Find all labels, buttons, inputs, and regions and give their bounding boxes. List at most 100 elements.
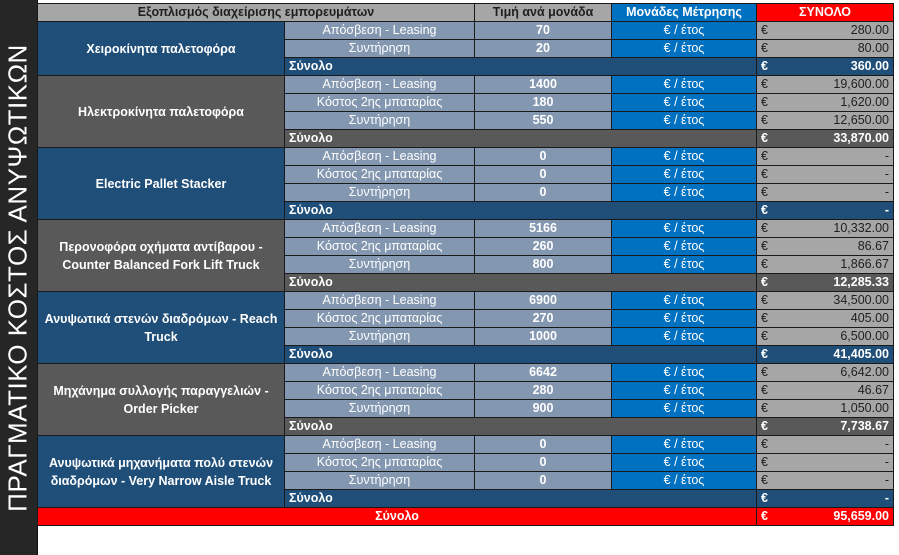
total-cell[interactable]: €1,866.67 xyxy=(756,255,894,274)
equipment-name-cell[interactable]: Ανυψωτικά στενών διαδρόμων - Reach Truck xyxy=(37,291,285,364)
unit-cell[interactable]: € / έτος xyxy=(611,435,757,454)
unit-cell[interactable]: € / έτος xyxy=(611,309,757,328)
cost-type-cell[interactable]: Απόσβεση - Leasing xyxy=(284,21,475,40)
cost-type-cell[interactable]: Κόστος 2ης μπαταρίας xyxy=(284,165,475,184)
subtotal-label[interactable]: Σύνολο xyxy=(284,489,757,508)
total-cell[interactable]: €1,050.00 xyxy=(756,399,894,418)
unit-cell[interactable]: € / έτος xyxy=(611,327,757,346)
subtotal-value[interactable]: €41,405.00 xyxy=(756,345,894,364)
unit-cell[interactable]: € / έτος xyxy=(611,363,757,382)
cost-type-cell[interactable]: Συντήρηση xyxy=(284,183,475,202)
total-cell[interactable]: €46.67 xyxy=(756,381,894,400)
header-unit-price[interactable]: Τιμή ανά μονάδα xyxy=(474,3,612,22)
subtotal-value[interactable]: €7,738.67 xyxy=(756,417,894,436)
unit-cell[interactable]: € / έτος xyxy=(611,21,757,40)
cost-type-cell[interactable]: Συντήρηση xyxy=(284,255,475,274)
subtotal-label[interactable]: Σύνολο xyxy=(284,57,757,76)
cost-type-cell[interactable]: Κόστος 2ης μπαταρίας xyxy=(284,453,475,472)
total-cell[interactable]: €280.00 xyxy=(756,21,894,40)
unit-price-cell[interactable]: 70 xyxy=(474,21,612,40)
total-cell[interactable]: €12,650.00 xyxy=(756,111,894,130)
total-cell[interactable]: €86.67 xyxy=(756,237,894,256)
header-total[interactable]: ΣΥΝΟΛΟ xyxy=(756,3,894,22)
unit-cell[interactable]: € / έτος xyxy=(611,237,757,256)
subtotal-label[interactable]: Σύνολο xyxy=(284,417,757,436)
cost-type-cell[interactable]: Κόστος 2ης μπαταρίας xyxy=(284,93,475,112)
unit-price-cell[interactable]: 0 xyxy=(474,435,612,454)
subtotal-label[interactable]: Σύνολο xyxy=(284,129,757,148)
cost-type-cell[interactable]: Απόσβεση - Leasing xyxy=(284,291,475,310)
total-cell[interactable]: € - xyxy=(756,165,894,184)
cost-type-cell[interactable]: Απόσβεση - Leasing xyxy=(284,147,475,166)
total-cell[interactable]: €80.00 xyxy=(756,39,894,58)
equipment-name-cell[interactable]: Χειροκίνητα παλετοφόρα xyxy=(37,21,285,76)
header-units[interactable]: Μονάδες Μέτρησης xyxy=(611,3,757,22)
equipment-name-cell[interactable]: Ηλεκτροκίνητα παλετοφόρα xyxy=(37,75,285,148)
unit-price-cell[interactable]: 6642 xyxy=(474,363,612,382)
cost-type-cell[interactable]: Κόστος 2ης μπαταρίας xyxy=(284,309,475,328)
cost-type-cell[interactable]: Συντήρηση xyxy=(284,327,475,346)
equipment-name-cell[interactable]: Μηχάνημα συλλογής παραγγελιών - Order Pi… xyxy=(37,363,285,436)
unit-cell[interactable]: € / έτος xyxy=(611,183,757,202)
unit-price-cell[interactable]: 270 xyxy=(474,309,612,328)
cost-type-cell[interactable]: Απόσβεση - Leasing xyxy=(284,363,475,382)
unit-price-cell[interactable]: 0 xyxy=(474,183,612,202)
unit-price-cell[interactable]: 1000 xyxy=(474,327,612,346)
cost-type-cell[interactable]: Απόσβεση - Leasing xyxy=(284,219,475,238)
unit-cell[interactable]: € / έτος xyxy=(611,75,757,94)
total-cell[interactable]: €10,332.00 xyxy=(756,219,894,238)
unit-cell[interactable]: € / έτος xyxy=(611,291,757,310)
equipment-name-cell[interactable]: Περονοφόρα οχήματα αντίβαρου - Counter B… xyxy=(37,219,285,292)
subtotal-value[interactable]: € - xyxy=(756,201,894,220)
cost-type-cell[interactable]: Απόσβεση - Leasing xyxy=(284,435,475,454)
cost-type-cell[interactable]: Κόστος 2ης μπαταρίας xyxy=(284,237,475,256)
unit-cell[interactable]: € / έτος xyxy=(611,399,757,418)
equipment-name-cell[interactable]: Electric Pallet Stacker xyxy=(37,147,285,220)
unit-cell[interactable]: € / έτος xyxy=(611,381,757,400)
total-cell[interactable]: €19,600.00 xyxy=(756,75,894,94)
total-cell[interactable]: € - xyxy=(756,183,894,202)
subtotal-label[interactable]: Σύνολο xyxy=(284,345,757,364)
subtotal-value[interactable]: €12,285.33 xyxy=(756,273,894,292)
unit-price-cell[interactable]: 550 xyxy=(474,111,612,130)
unit-price-cell[interactable]: 1400 xyxy=(474,75,612,94)
unit-cell[interactable]: € / έτος xyxy=(611,111,757,130)
cost-type-cell[interactable]: Συντήρηση xyxy=(284,399,475,418)
subtotal-value[interactable]: €360.00 xyxy=(756,57,894,76)
unit-price-cell[interactable]: 0 xyxy=(474,453,612,472)
cost-type-cell[interactable]: Συντήρηση xyxy=(284,39,475,58)
unit-cell[interactable]: € / έτος xyxy=(611,453,757,472)
subtotal-value[interactable]: € - xyxy=(756,489,894,508)
unit-price-cell[interactable]: 5166 xyxy=(474,219,612,238)
cost-type-cell[interactable]: Συντήρηση xyxy=(284,471,475,490)
equipment-name-cell[interactable]: Ανυψωτικά μηχανήματα πολύ στενών διαδρόμ… xyxy=(37,435,285,508)
total-cell[interactable]: €34,500.00 xyxy=(756,291,894,310)
total-cell[interactable]: €1,620.00 xyxy=(756,93,894,112)
unit-price-cell[interactable]: 800 xyxy=(474,255,612,274)
total-cell[interactable]: €6,642.00 xyxy=(756,363,894,382)
unit-price-cell[interactable]: 0 xyxy=(474,165,612,184)
unit-cell[interactable]: € / έτος xyxy=(611,147,757,166)
total-cell[interactable]: € - xyxy=(756,453,894,472)
total-cell[interactable]: € - xyxy=(756,471,894,490)
unit-price-cell[interactable]: 900 xyxy=(474,399,612,418)
cost-type-cell[interactable]: Απόσβεση - Leasing xyxy=(284,75,475,94)
unit-cell[interactable]: € / έτος xyxy=(611,39,757,58)
subtotal-value[interactable]: €33,870.00 xyxy=(756,129,894,148)
unit-cell[interactable]: € / έτος xyxy=(611,93,757,112)
subtotal-label[interactable]: Σύνολο xyxy=(284,201,757,220)
unit-price-cell[interactable]: 20 xyxy=(474,39,612,58)
header-equipment[interactable]: Εξοπλισμός διαχείρισης εμπορευμάτων xyxy=(37,3,475,22)
grand-total-value[interactable]: €95,659.00 xyxy=(756,507,894,526)
unit-price-cell[interactable]: 6900 xyxy=(474,291,612,310)
unit-price-cell[interactable]: 260 xyxy=(474,237,612,256)
unit-price-cell[interactable]: 180 xyxy=(474,93,612,112)
unit-cell[interactable]: € / έτος xyxy=(611,471,757,490)
unit-price-cell[interactable]: 0 xyxy=(474,471,612,490)
grand-total-label[interactable]: Σύνολο xyxy=(37,507,757,526)
total-cell[interactable]: € - xyxy=(756,147,894,166)
total-cell[interactable]: €6,500.00 xyxy=(756,327,894,346)
unit-cell[interactable]: € / έτος xyxy=(611,219,757,238)
unit-price-cell[interactable]: 0 xyxy=(474,147,612,166)
unit-cell[interactable]: € / έτος xyxy=(611,165,757,184)
